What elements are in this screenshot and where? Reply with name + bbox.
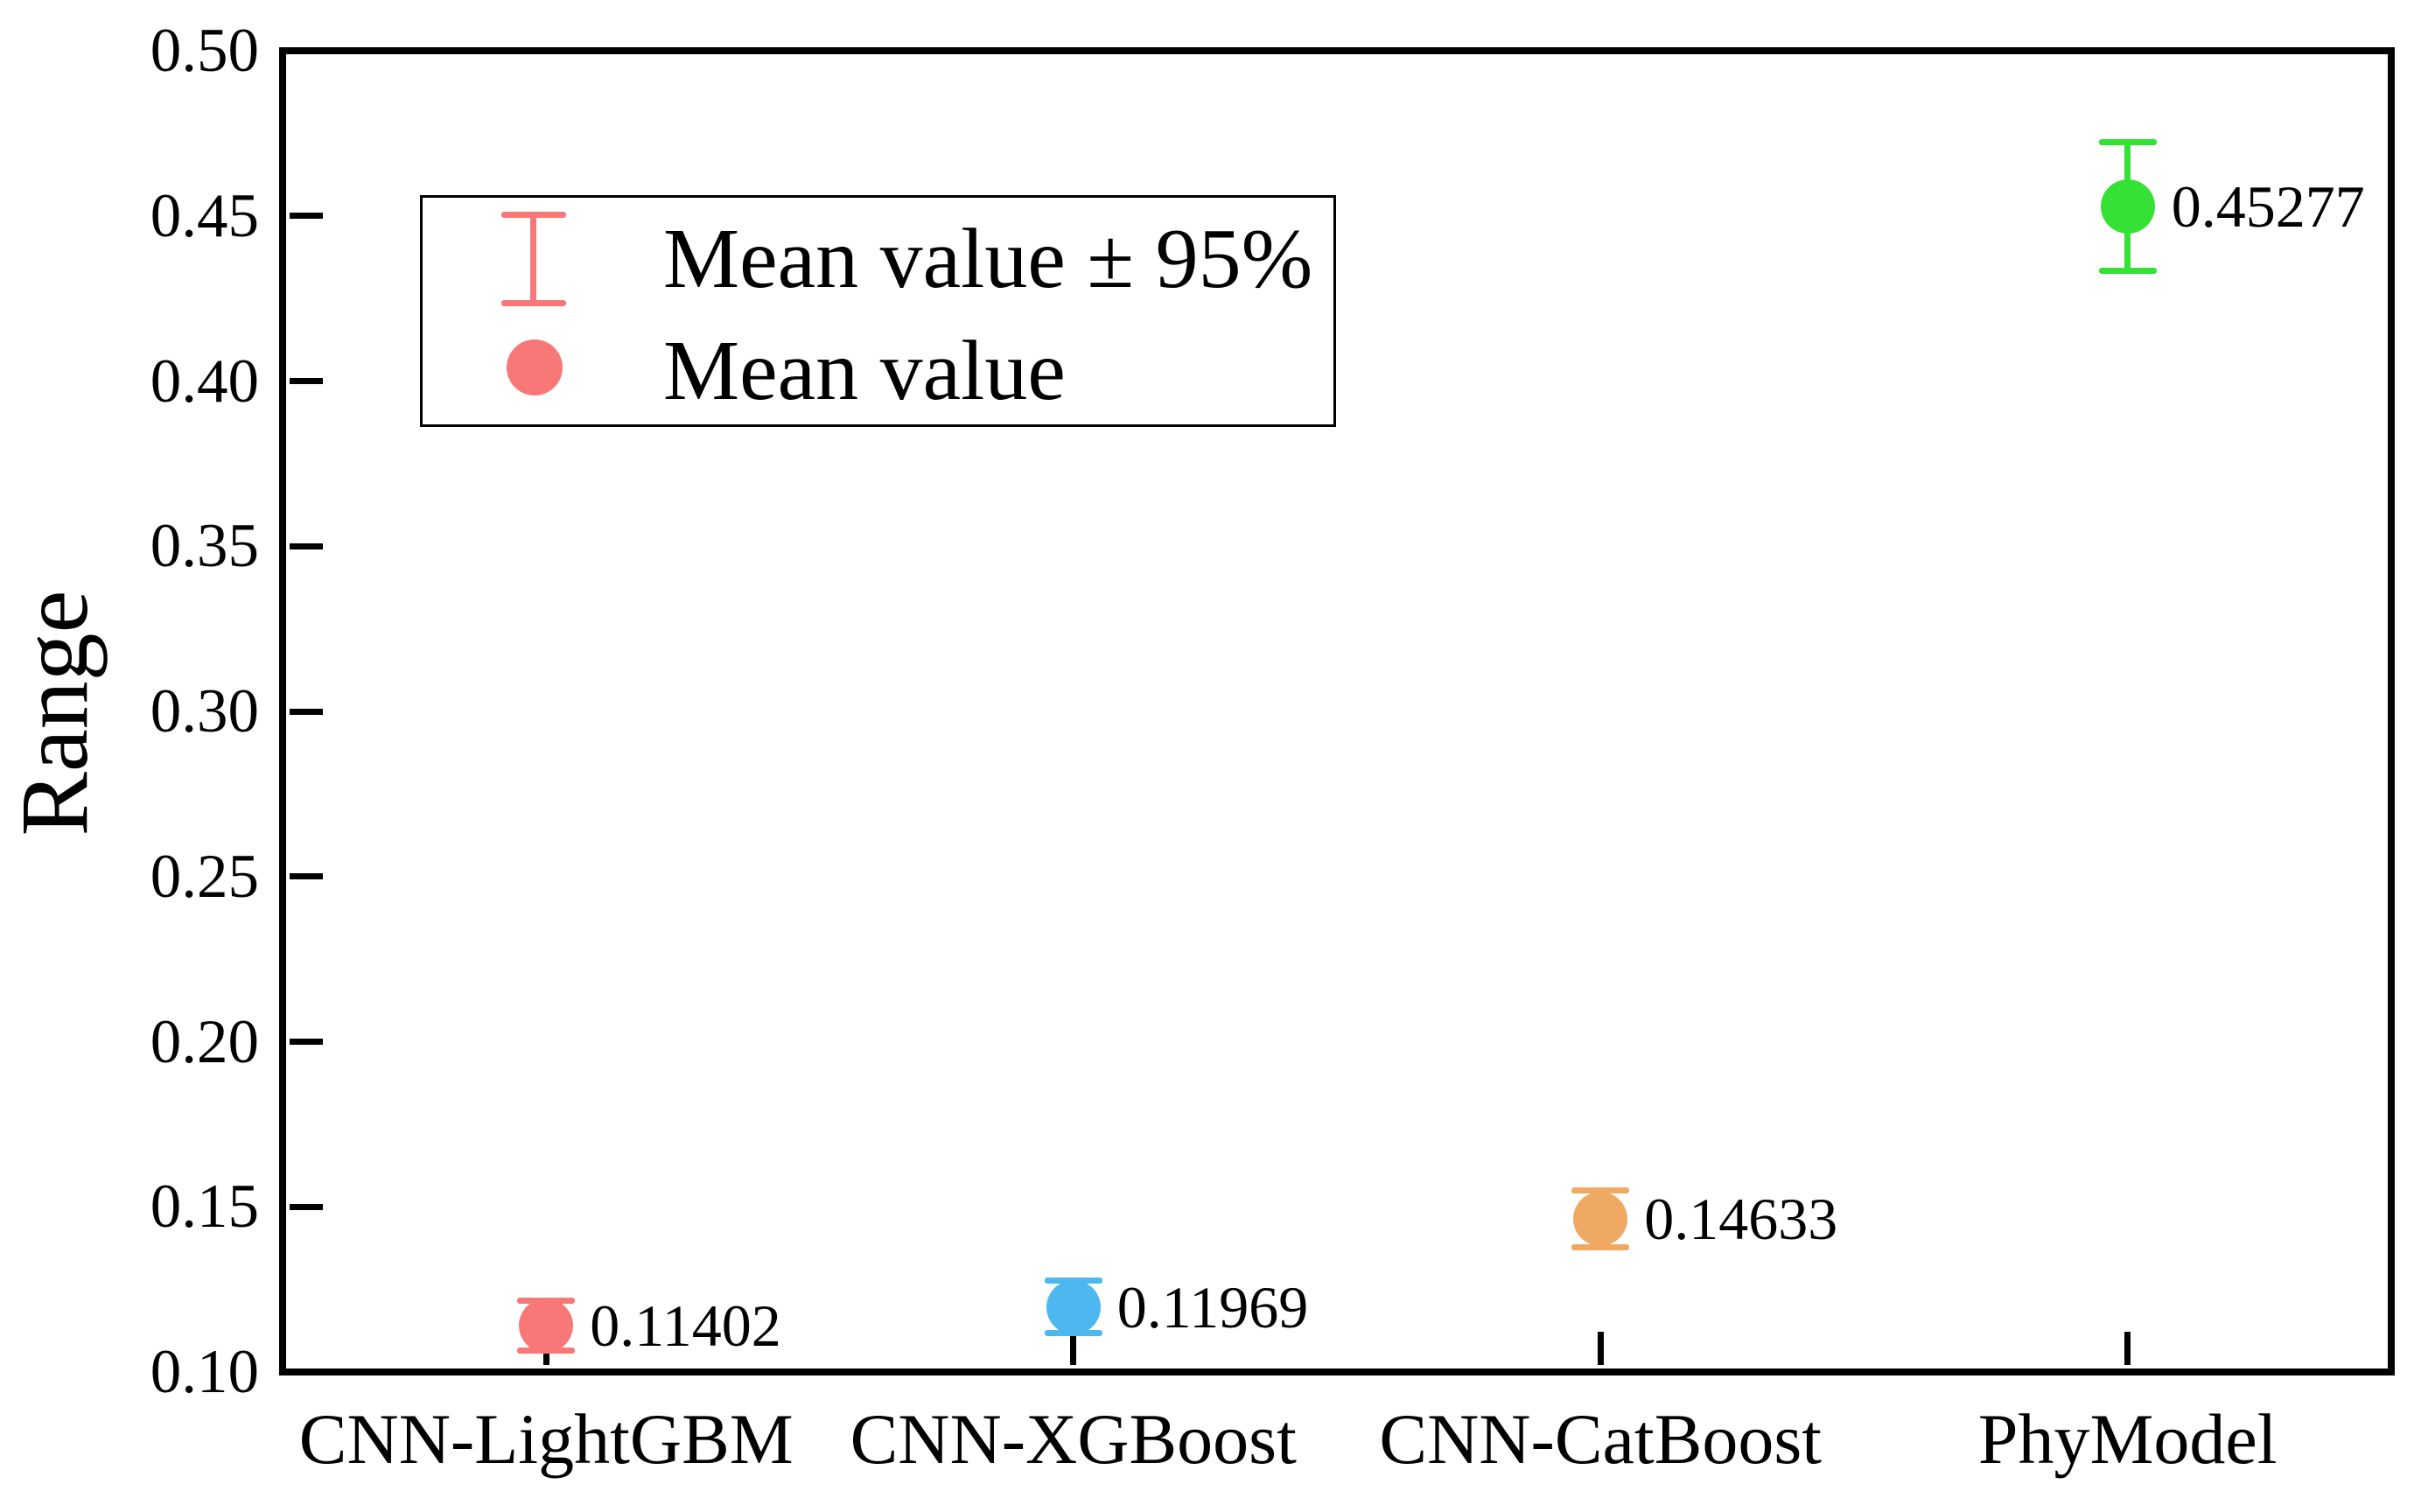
y-tick-label: 0.30 (150, 677, 259, 746)
y-tick-mark (290, 47, 323, 54)
mean-value-point (2100, 179, 2155, 234)
y-tick-label: 0.15 (150, 1172, 259, 1242)
y-tick-mark (290, 708, 323, 715)
circle-icon (507, 340, 563, 396)
y-tick-mark (290, 1203, 323, 1210)
y-tick-mark (290, 213, 323, 220)
error-bar-top-cap (2098, 139, 2157, 146)
x-tick-mark (1597, 1332, 1604, 1365)
point-value-label: 0.11969 (1116, 1273, 1309, 1340)
y-tick-mark (290, 378, 323, 384)
x-tick-label: CNN-XGBoost (850, 1399, 1297, 1479)
y-tick-mark (290, 1039, 323, 1045)
y-tick-label: 0.50 (150, 17, 259, 85)
x-tick-label: CNN-LightGBM (298, 1399, 794, 1479)
errorbar-bottom-cap (501, 300, 566, 306)
y-tick-label: 0.25 (150, 842, 259, 911)
mean-value-point (1573, 1192, 1628, 1247)
point-value-label: 0.11402 (590, 1292, 781, 1360)
y-tick-mark (290, 873, 323, 880)
error-bar-bottom-cap (1571, 1244, 1630, 1251)
point-value-label: 0.14633 (1644, 1186, 1838, 1253)
error-bar-top-cap (1571, 1187, 1630, 1194)
x-tick-mark (2124, 1332, 2131, 1365)
y-tick-mark (290, 1368, 323, 1376)
x-tick-label: PhyModel (1977, 1399, 2278, 1479)
errorbar-icon (501, 212, 566, 306)
legend-entry-mean-label: Mean value (663, 324, 1066, 418)
legend: Mean value ± 95% Mean value (420, 195, 1336, 427)
errorbar-line (530, 212, 536, 306)
x-tick-mark (1070, 1332, 1077, 1365)
y-tick-label: 0.20 (150, 1007, 259, 1076)
y-tick-label: 0.10 (150, 1338, 259, 1406)
plot-frame (279, 47, 2395, 1376)
y-tick-mark (290, 542, 323, 550)
error-bar-bottom-cap (2098, 268, 2157, 275)
mean-value-point (519, 1298, 574, 1354)
legend-entry-errorbar-label: Mean value ± 95% (663, 212, 1313, 306)
mean-value-point (1046, 1279, 1101, 1334)
y-tick-label: 0.40 (150, 346, 259, 416)
y-tick-label: 0.45 (150, 181, 259, 250)
y-tick-label: 0.35 (150, 512, 259, 581)
point-value-label: 0.45277 (2171, 173, 2365, 241)
x-tick-label: CNN-CatBoost (1379, 1399, 1823, 1479)
